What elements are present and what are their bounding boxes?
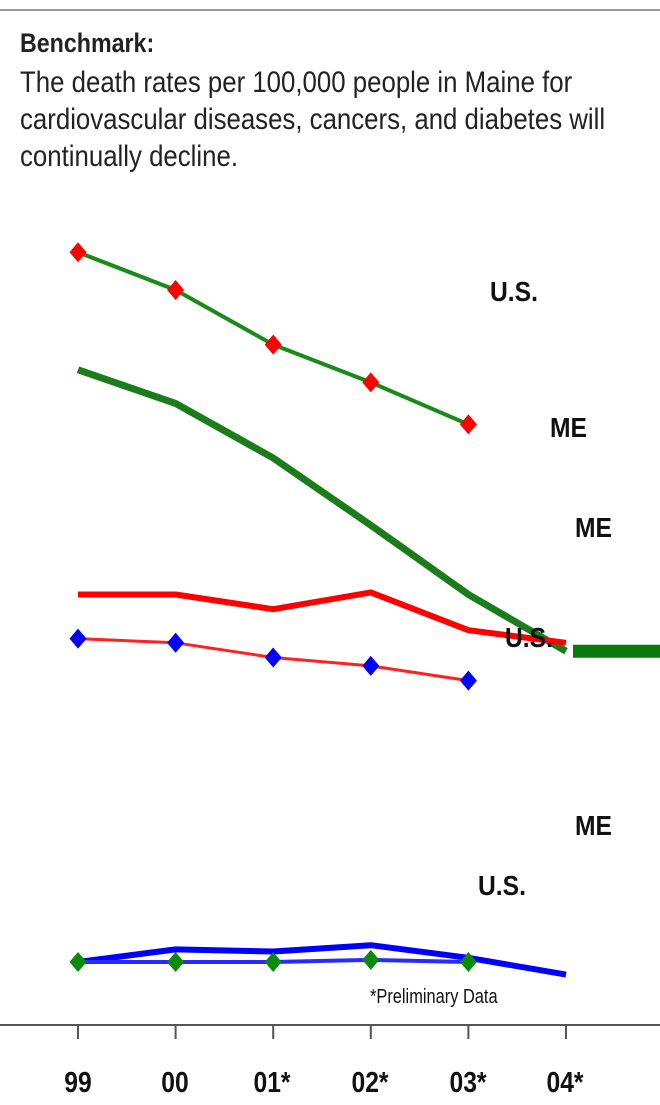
x-tick-label-00: 00 [161,1067,189,1099]
x-tick-label-04: 04* [546,1067,584,1099]
series-line-diabetes-me [77,942,567,978]
x-tick-label-99: 99 [64,1067,92,1099]
benchmark-text: The death rates per 100,000 people in Ma… [20,66,606,173]
data-point-cancer-1 [167,632,185,653]
data-point-cancer-0 [69,628,87,649]
label-diabetes-us: U.S. [478,870,526,901]
x-tick-label-01: 01* [253,1067,291,1099]
data-point-diabetes-0 [69,952,87,972]
preliminary-footnote: *Preliminary Data [370,986,498,1008]
data-point-cardiovascular-2 [264,334,282,355]
data-point-cancer-2 [264,647,282,668]
data-point-cancer-3 [362,655,380,676]
x-tick-label-02: 02* [351,1067,389,1099]
data-point-cardiovascular-4 [459,414,477,435]
data-point-diabetes-3 [362,949,380,970]
benchmark-heading: Benchmark: [20,28,155,58]
x-tick-label-03: 03* [449,1067,487,1099]
data-point-cancer-4 [459,670,477,691]
label-cardio-us: U.S. [490,276,538,307]
data-point-diabetes-4 [459,952,477,972]
label-diabetes-me: ME [575,810,612,841]
label-cancer-us: U.S. [505,622,553,653]
label-cancer-me: ME [575,512,612,543]
label-cardio-me: ME [550,412,587,443]
benchmark-block: Benchmark: The death rates per 100,000 p… [20,26,605,175]
data-point-cardiovascular-3 [362,372,380,393]
series-line-cancer-me [78,589,567,646]
data-point-cardiovascular-0 [69,242,87,263]
data-point-diabetes-2 [264,952,282,972]
data-point-diabetes-1 [167,952,185,972]
series-line-cardiovascular-me [76,366,568,655]
top-rule [0,9,660,11]
data-point-cardiovascular-1 [167,280,185,300]
